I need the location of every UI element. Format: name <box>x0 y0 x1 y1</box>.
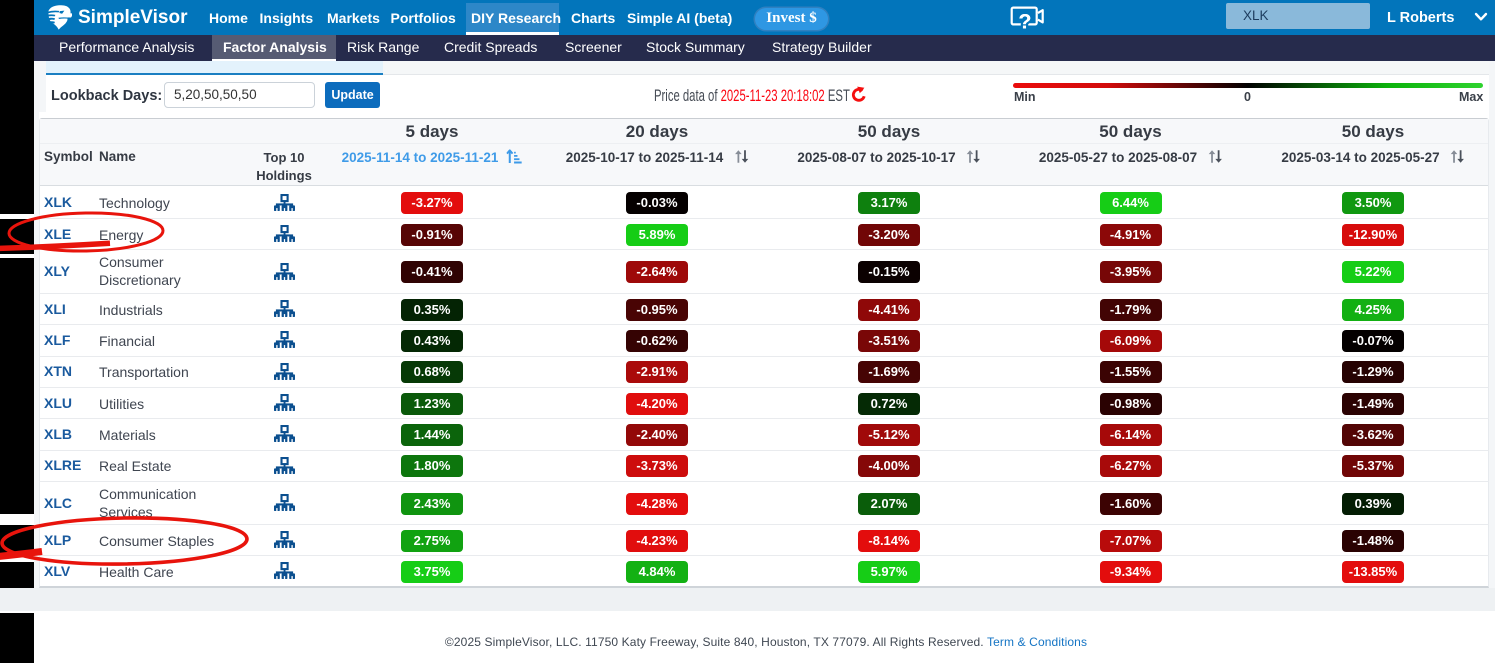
svg-text:?: ? <box>1018 10 1031 34</box>
svg-text:?: ? <box>1018 10 1031 34</box>
